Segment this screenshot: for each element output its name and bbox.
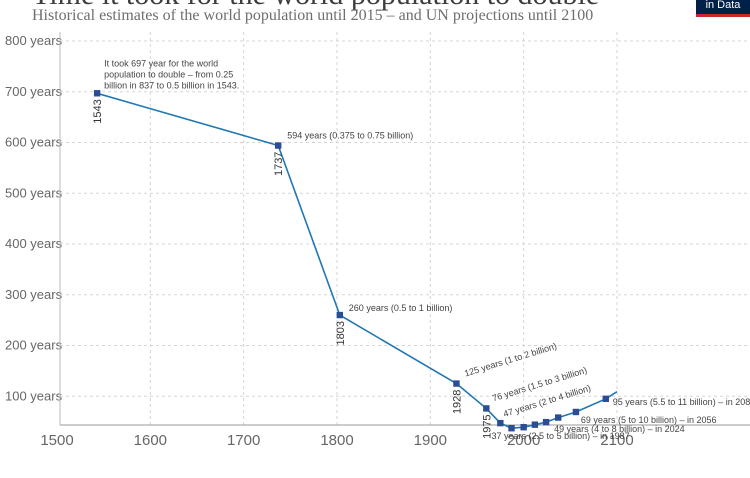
- data-point: [497, 419, 504, 427]
- data-point: [520, 424, 527, 431]
- series-line: [96, 92, 618, 430]
- annotation-label: 49 years (4 to 8 billion) – in 2024: [554, 424, 685, 434]
- annotation-label: 69 years (5 to 10 billion) – in 2056: [581, 415, 717, 425]
- data-point: [483, 405, 490, 412]
- x-tick-label: 2100: [600, 432, 633, 449]
- annotation-line: It took 697 year for the world: [104, 58, 218, 68]
- y-tick-label: 300 years: [5, 287, 63, 302]
- annotation-label: 125 years (1 to 2 billion): [463, 341, 558, 379]
- annotation-line: population to double – from 0.25: [104, 69, 233, 79]
- data-point: [453, 380, 460, 387]
- annotation-label: 37 years (2.5 to 5 billion) – in 1987: [492, 431, 630, 441]
- x-tick-label: 2000: [507, 432, 540, 449]
- x-tick-label: 1900: [414, 432, 447, 449]
- x-tick-label: 1500: [40, 432, 73, 449]
- y-tick-label: 400 years: [5, 236, 63, 251]
- data-point: [93, 90, 101, 97]
- x-tick-label: 1700: [227, 432, 260, 449]
- y-tick-label: 500 years: [5, 185, 63, 200]
- owid-logo[interactable]: in Data: [696, 0, 750, 17]
- data-point: [572, 408, 580, 416]
- annotation-line: 594 years (0.375 to 0.75 billion): [287, 131, 413, 141]
- data-point: [508, 425, 515, 432]
- data-point: [542, 418, 550, 426]
- data-point: [531, 421, 539, 428]
- y-tick-label: 800 years: [5, 33, 63, 48]
- annotation-label: 594 years (0.375 to 0.75 billion): [287, 131, 413, 141]
- data-point: [602, 395, 609, 402]
- data-point: [275, 142, 282, 149]
- annotation-line: 95 years (5.5 to 11 billion) – in 2088: [613, 397, 750, 407]
- year-label: 1803: [335, 321, 347, 345]
- annotation-label: It took 697 year for the world population…: [104, 58, 239, 90]
- data-point: [336, 311, 343, 319]
- year-label: 1543: [92, 99, 104, 123]
- chart-subtitle: Historical estimates of the world popula…: [32, 7, 594, 24]
- y-tick-label: 600 years: [5, 135, 63, 150]
- annotation-label: 260 years (0.5 to 1 billion): [349, 303, 453, 313]
- annotation-label: 95 years (5.5 to 11 billion) – in 2088: [613, 397, 750, 407]
- year-label: 1975: [481, 414, 493, 438]
- x-tick-label: 1800: [320, 432, 353, 449]
- annotation-line: 125 years (1 to 2 billion): [463, 341, 558, 379]
- annotation-line: 260 years (0.5 to 1 billion): [349, 303, 453, 313]
- y-tick-label: 100 years: [5, 388, 63, 403]
- annotation-line: billion in 837 to 0.5 billion in 1543.: [104, 80, 239, 90]
- y-tick-label: 200 years: [5, 338, 63, 353]
- annotation-line: 69 years (5 to 10 billion) – in 2056: [581, 415, 717, 425]
- data-point: [555, 414, 562, 421]
- year-label: 1928: [451, 390, 463, 414]
- annotation-line: 37 years (2.5 to 5 billion) – in 1987: [492, 431, 630, 441]
- annotation-line: 49 years (4 to 8 billion) – in 2024: [554, 424, 685, 434]
- y-tick-label: 700 years: [5, 84, 63, 99]
- x-tick-label: 1600: [134, 432, 167, 449]
- year-label: 1737: [273, 152, 285, 176]
- chart-title: Time it took for the world population to…: [32, 0, 599, 12]
